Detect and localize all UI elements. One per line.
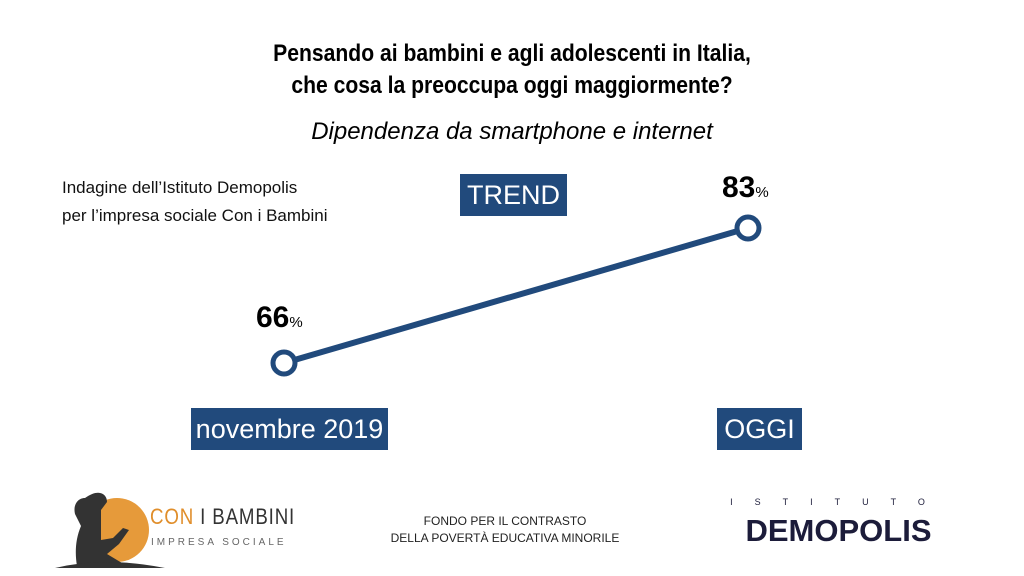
series-line: [283, 225, 749, 366]
data-label-0: 66%: [256, 300, 303, 341]
data-label-value: 66: [256, 301, 290, 334]
source-line-1: Indagine dell’Istituto Demopolis: [62, 178, 298, 197]
demopolis-logo: ISTITUTO DEMOPOLIS: [716, 496, 961, 549]
logo-subtext: IMPRESA SOCIALE: [151, 537, 287, 548]
logo-text: CON I BAMBINI: [150, 504, 296, 529]
data-label-value: 83: [722, 171, 756, 204]
con-i-bambini-logo: CON I BAMBINI IMPRESA SOCIALE: [55, 492, 315, 570]
logo-main-text: DEMOPOLIS: [745, 513, 932, 548]
fund-caption: FONDO PER IL CONTRASTO DELLA POVERTÀ EDU…: [360, 513, 650, 547]
logo-top-text: ISTITUTO: [730, 497, 947, 507]
data-point-0: [270, 349, 298, 377]
unit-label: %: [755, 184, 769, 201]
source-line-2: per l’impresa sociale Con i Bambini: [62, 206, 328, 225]
chart-subtitle: Dipendenza da smartphone e internet: [311, 118, 713, 145]
unit-label: %: [289, 314, 303, 331]
reading-child-icon: [55, 492, 165, 568]
data-label-1: 83%: [722, 170, 769, 211]
x-tick-label-0: novembre 2019: [191, 408, 388, 450]
chart-title: Pensando ai bambini e agli adolescenti i…: [273, 40, 751, 99]
fund-line-2: DELLA POVERTÀ EDUCATIVA MINORILE: [390, 531, 620, 545]
fund-line-1: FONDO PER IL CONTRASTO: [423, 514, 587, 528]
source-note: Indagine dell’Istituto Demopolis per l’i…: [62, 174, 328, 230]
x-tick-label-1: OGGI: [717, 408, 802, 450]
trend-badge: TREND: [460, 174, 567, 216]
data-point-1: [734, 214, 762, 242]
